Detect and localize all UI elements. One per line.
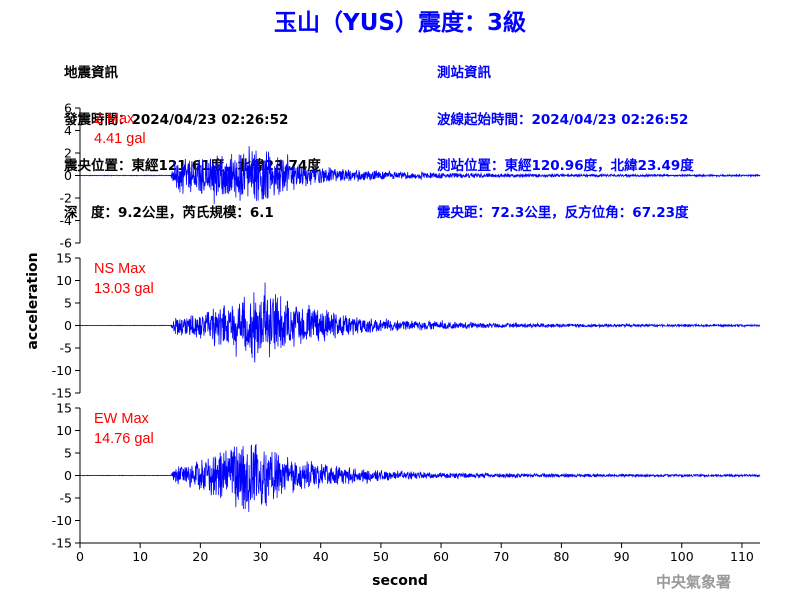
- x-tick-label: 90: [614, 549, 630, 564]
- station-info-panel: 測站資訊 波線起始時間：2024/04/23 02:26:52 測站位置：東經1…: [437, 35, 694, 237]
- series-max-label: 14.76 gal: [94, 431, 154, 447]
- series-max-label: 13.03 gal: [94, 281, 154, 297]
- x-tick-label: 40: [313, 549, 329, 564]
- waveform-ew: [79, 444, 761, 512]
- event-info-heading: 地震資訊: [64, 65, 118, 81]
- x-tick-label: 20: [192, 549, 208, 564]
- x-axis-label: second: [372, 573, 428, 589]
- depth-magnitude: 深 度：9.2公里，芮氏規模：6.1: [64, 204, 274, 221]
- agency-watermark: 中央氣象署: [656, 573, 732, 591]
- series-max-label: 4.41 gal: [94, 131, 146, 147]
- x-tick-label: 10: [132, 549, 148, 564]
- y-tick-label: -2: [60, 191, 72, 206]
- wave-start-time: 波線起始時間：2024/04/23 02:26:52: [437, 111, 689, 128]
- x-tick-label: 0: [76, 549, 84, 564]
- x-tick-label: 80: [553, 549, 569, 564]
- waveform-ns: [79, 282, 761, 363]
- y-tick-label: -15: [52, 536, 72, 551]
- y-tick-label: 0: [64, 168, 72, 183]
- y-tick-label: -4: [60, 213, 73, 228]
- y-tick-label: 10: [56, 273, 72, 288]
- y-tick-label: 0: [64, 318, 72, 333]
- series-name: EW Max: [94, 411, 150, 427]
- x-tick-label: 60: [433, 549, 449, 564]
- y-tick-label: -5: [60, 341, 72, 356]
- y-tick-label: 5: [64, 446, 72, 461]
- station-location: 測站位置：東經120.96度，北緯23.49度: [437, 158, 694, 174]
- y-tick-label: 2: [64, 146, 72, 161]
- x-tick-label: 50: [373, 549, 389, 564]
- y-tick-label: -10: [52, 363, 72, 378]
- x-tick-label: 70: [493, 549, 509, 564]
- epicentral-distance-azimuth: 震央距：72.3公里，反方位角：67.23度: [437, 204, 689, 221]
- series-name: Z Max: [94, 111, 135, 127]
- y-tick-label: 15: [56, 401, 72, 416]
- y-tick-label: 10: [56, 423, 72, 438]
- series-name: NS Max: [94, 261, 146, 277]
- x-tick-label: 110: [730, 549, 754, 564]
- y-tick-label: 5: [64, 296, 72, 311]
- y-tick-label: -10: [52, 513, 72, 528]
- y-tick-label: -5: [60, 491, 72, 506]
- y-tick-label: -15: [52, 386, 72, 401]
- y-tick-label: -6: [60, 236, 73, 251]
- y-tick-label: 6: [64, 101, 72, 116]
- origin-time: 發震時間：2024/04/23 02:26:52: [64, 111, 289, 128]
- station-info-heading: 測站資訊: [437, 65, 491, 81]
- y-tick-label: 0: [64, 468, 72, 483]
- y-axis-label: acceleration: [25, 252, 41, 349]
- y-tick-label: 15: [56, 251, 72, 266]
- x-tick-label: 30: [253, 549, 269, 564]
- waveform-z: [79, 146, 761, 205]
- x-tick-label: 100: [670, 549, 694, 564]
- chart-title: 玉山（YUS）震度：3級: [274, 10, 526, 36]
- y-tick-label: 4: [64, 123, 72, 138]
